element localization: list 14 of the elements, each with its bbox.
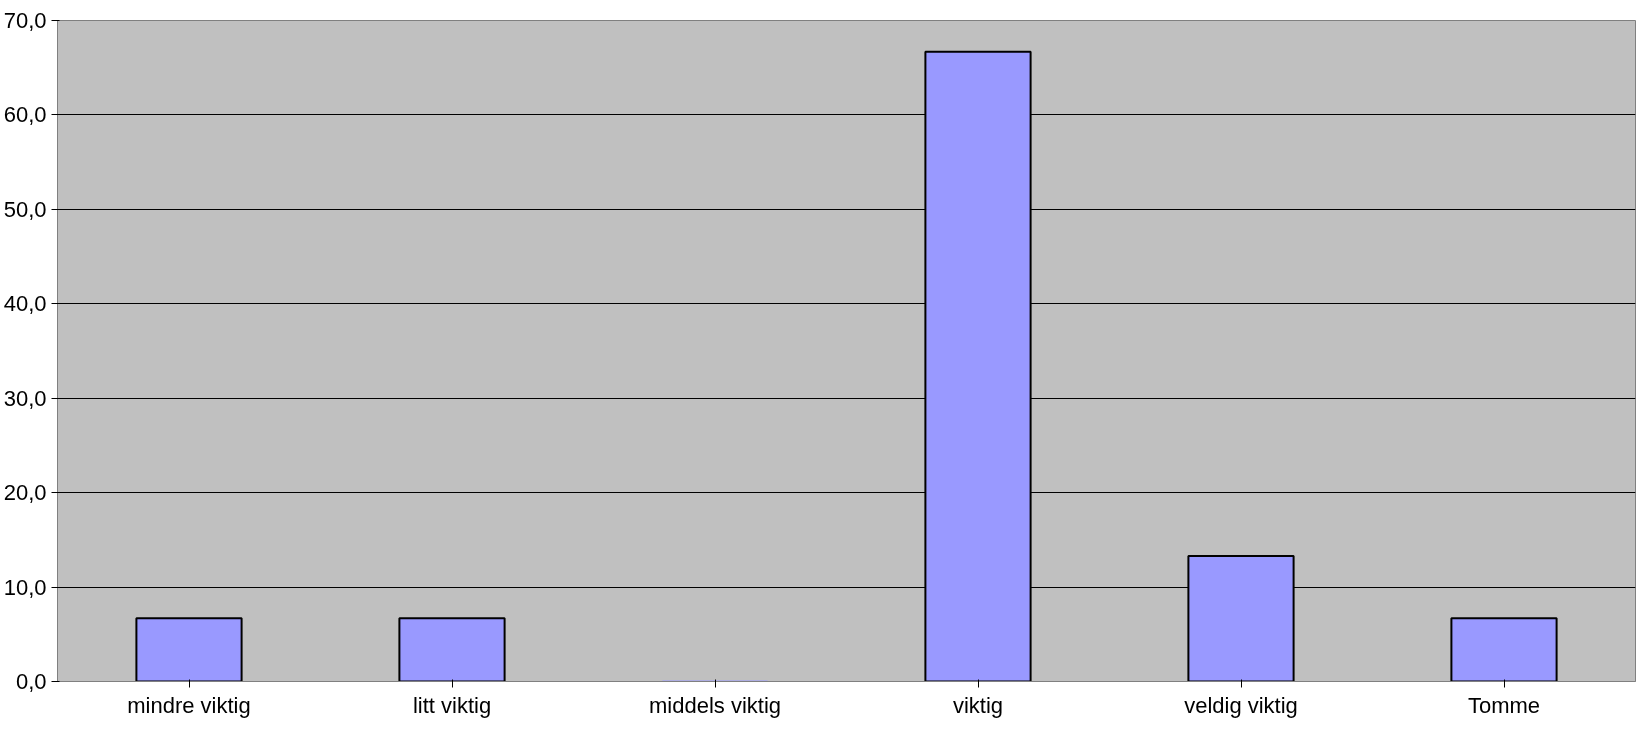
x-tick-label: litt viktig [412, 692, 492, 718]
x-tick-label: viktig [952, 692, 1004, 718]
x-tick-label: veldig viktig [1184, 692, 1298, 718]
y-tick-label: 70,0 [3, 8, 47, 33]
x-tick-label: middels viktig [648, 692, 782, 718]
x-tick-label: Tomme [1467, 692, 1541, 718]
y-tick-label: 0,0 [15, 669, 47, 694]
y-tick-label: 30,0 [3, 385, 47, 411]
y-tick-label: 60,0 [3, 102, 47, 128]
y-tick-label: 50,0 [3, 196, 47, 222]
x-tick-label: mindre viktig [127, 692, 251, 718]
y-tick-label: 40,0 [3, 291, 47, 317]
y-tick-label: 20,0 [3, 480, 47, 506]
y-tick-label: 10,0 [3, 574, 47, 600]
